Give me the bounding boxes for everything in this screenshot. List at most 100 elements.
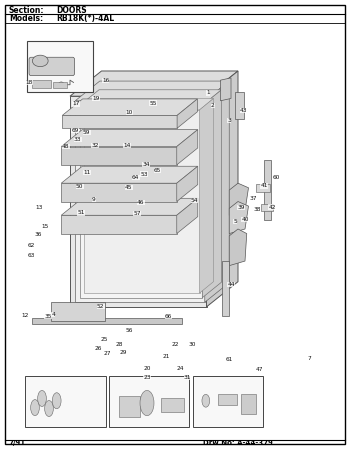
Bar	[32, 80, 51, 88]
Ellipse shape	[31, 399, 39, 416]
Text: 45: 45	[125, 185, 133, 190]
Polygon shape	[229, 229, 247, 266]
Text: 46: 46	[137, 200, 145, 205]
Text: 19: 19	[92, 96, 100, 101]
Polygon shape	[177, 99, 197, 128]
Bar	[256, 184, 270, 192]
Text: 13: 13	[35, 205, 43, 209]
Polygon shape	[80, 105, 202, 298]
Text: 51: 51	[77, 211, 85, 215]
Polygon shape	[32, 318, 182, 324]
Polygon shape	[177, 198, 198, 234]
Text: Drw No: A-44-379: Drw No: A-44-379	[203, 440, 273, 446]
Text: 18: 18	[26, 80, 33, 85]
Polygon shape	[70, 96, 206, 307]
Text: 59: 59	[83, 131, 91, 135]
Text: 30: 30	[189, 342, 196, 347]
Text: 56: 56	[125, 328, 133, 333]
Bar	[193, 376, 262, 427]
Polygon shape	[229, 183, 248, 215]
Ellipse shape	[58, 82, 64, 87]
Text: 62: 62	[28, 243, 35, 247]
Text: 39: 39	[237, 205, 245, 210]
Text: 57: 57	[133, 211, 141, 216]
Text: 47: 47	[256, 367, 264, 372]
Text: 60: 60	[273, 175, 280, 180]
Text: 37: 37	[250, 196, 257, 201]
Text: 5: 5	[233, 219, 237, 224]
Text: 40: 40	[241, 218, 249, 222]
Text: 41: 41	[260, 184, 268, 188]
Text: 36: 36	[35, 232, 42, 237]
Text: 14: 14	[123, 143, 131, 148]
Polygon shape	[62, 115, 177, 128]
Polygon shape	[61, 215, 177, 234]
Text: 38: 38	[254, 207, 261, 212]
Bar	[234, 92, 244, 119]
Text: 3: 3	[228, 118, 231, 123]
Text: 20: 20	[143, 366, 151, 371]
Polygon shape	[220, 78, 231, 101]
Text: 10: 10	[126, 110, 133, 114]
Text: 7/91: 7/91	[9, 440, 26, 446]
Polygon shape	[75, 101, 205, 302]
Text: 65: 65	[154, 168, 161, 173]
Text: 15: 15	[42, 224, 49, 229]
Text: 63: 63	[28, 253, 35, 258]
Polygon shape	[229, 202, 248, 234]
Text: 43: 43	[240, 109, 247, 113]
Text: 7: 7	[308, 356, 312, 360]
Polygon shape	[84, 98, 214, 110]
Polygon shape	[61, 147, 177, 165]
Text: 53: 53	[140, 172, 148, 176]
Text: 34: 34	[142, 163, 150, 167]
Polygon shape	[206, 71, 238, 307]
Ellipse shape	[32, 55, 48, 67]
Text: 21: 21	[162, 354, 170, 359]
Text: 44: 44	[227, 283, 235, 287]
Bar	[261, 204, 273, 211]
Text: 55: 55	[149, 101, 157, 105]
Text: 54: 54	[191, 198, 198, 203]
Text: 66: 66	[165, 314, 172, 318]
Polygon shape	[61, 130, 198, 147]
Polygon shape	[61, 166, 198, 183]
Text: 69: 69	[71, 128, 79, 133]
Text: 48: 48	[62, 144, 70, 149]
Text: 33: 33	[74, 137, 82, 142]
Text: DOORS: DOORS	[56, 6, 87, 16]
Text: 12: 12	[21, 313, 29, 317]
Polygon shape	[61, 183, 177, 202]
Text: 2: 2	[211, 103, 215, 108]
Text: 32: 32	[91, 143, 99, 147]
Polygon shape	[61, 198, 198, 215]
Bar	[222, 261, 229, 316]
Bar	[53, 82, 67, 88]
Polygon shape	[80, 90, 222, 105]
Text: 24: 24	[176, 366, 184, 371]
Text: 1: 1	[206, 91, 210, 95]
Polygon shape	[75, 81, 229, 101]
Text: 17: 17	[72, 102, 80, 106]
Bar	[241, 394, 256, 414]
Polygon shape	[177, 166, 198, 202]
Bar	[119, 396, 140, 417]
Bar	[51, 302, 105, 321]
Polygon shape	[199, 98, 213, 293]
Text: 42: 42	[268, 205, 276, 209]
Text: Models:: Models:	[9, 14, 43, 23]
Text: 22: 22	[172, 342, 180, 347]
Text: 9: 9	[92, 197, 96, 202]
Text: 26: 26	[94, 346, 102, 350]
Polygon shape	[177, 130, 198, 165]
Text: 29: 29	[119, 350, 127, 355]
Text: 52: 52	[97, 305, 105, 309]
Text: 16: 16	[102, 78, 109, 82]
Text: 4: 4	[51, 312, 55, 317]
Text: 31: 31	[184, 376, 191, 380]
Bar	[25, 376, 106, 427]
Bar	[161, 398, 184, 412]
FancyBboxPatch shape	[29, 57, 75, 76]
Polygon shape	[202, 90, 222, 298]
Text: 50: 50	[76, 185, 84, 189]
